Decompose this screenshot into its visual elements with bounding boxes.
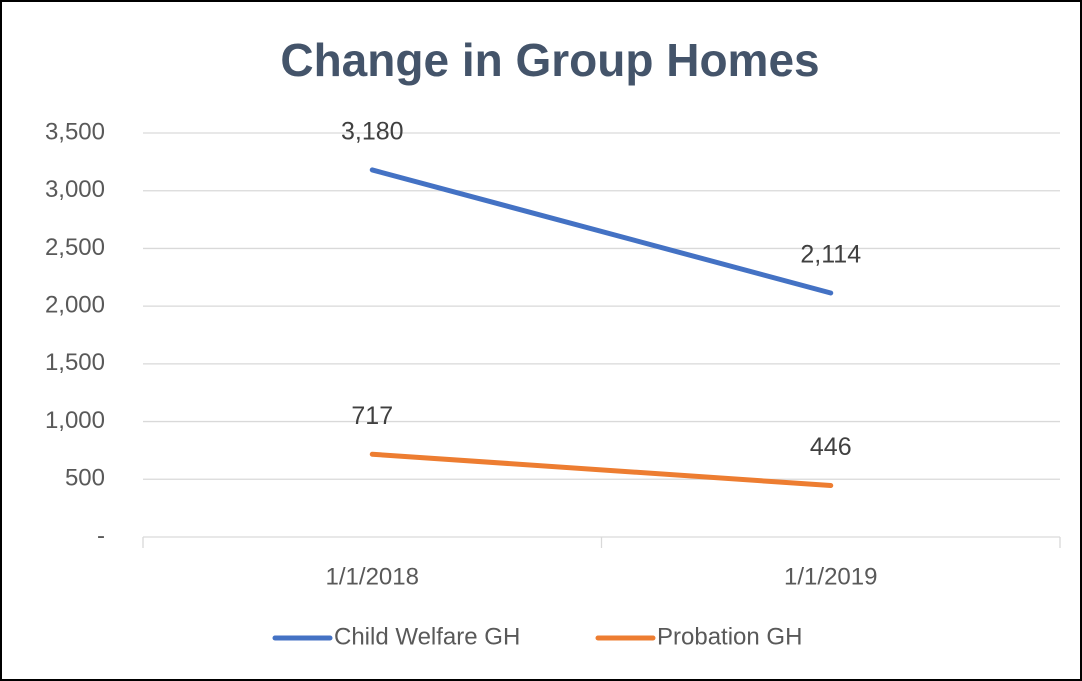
legend-label: Child Welfare GH (334, 623, 520, 650)
y-tick-label: 1,500 (45, 349, 105, 376)
x-tick-label: 1/1/2019 (784, 563, 877, 590)
y-tick-label: - (97, 522, 105, 549)
x-tick-label: 1/1/2018 (326, 563, 419, 590)
y-tick-label: 500 (65, 465, 105, 492)
y-tick-label: 3,500 (45, 118, 105, 145)
legend-label: Probation GH (657, 623, 802, 650)
series-line (369, 451, 834, 489)
series-line (369, 167, 834, 296)
y-tick-label: 3,000 (45, 176, 105, 203)
chart-title: Change in Group Homes (280, 34, 819, 86)
y-tick-label: 1,000 (45, 407, 105, 434)
data-label: 446 (810, 433, 852, 461)
y-tick-label: 2,500 (45, 234, 105, 261)
data-label: 2,114 (800, 241, 861, 269)
y-tick-label: 2,000 (45, 291, 105, 318)
data-label: 3,180 (341, 118, 404, 146)
data-label: 717 (351, 402, 393, 430)
